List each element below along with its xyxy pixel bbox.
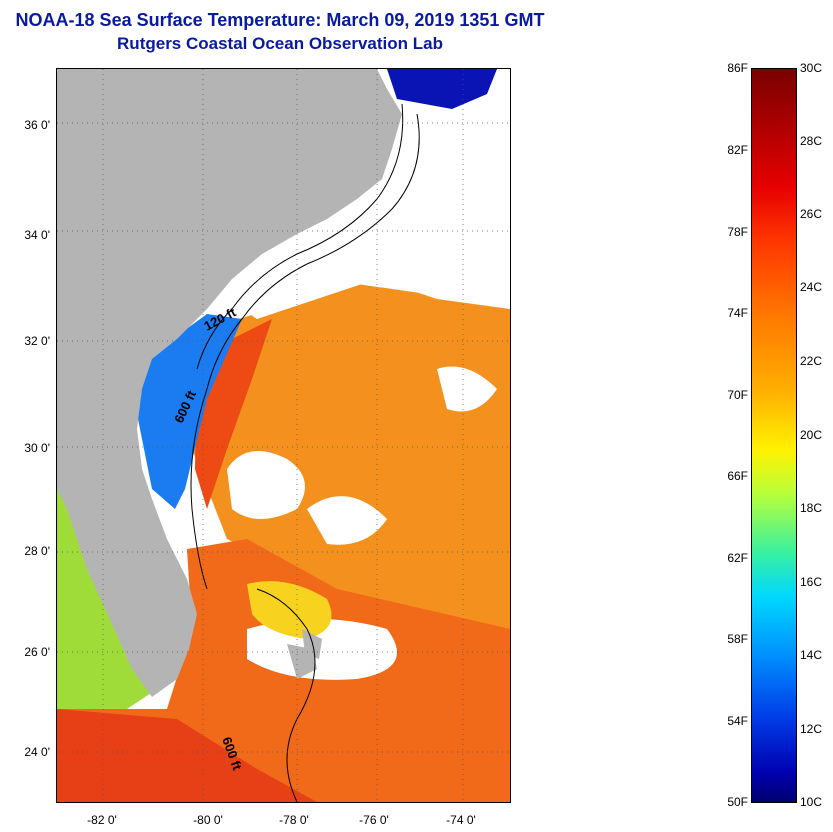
lat-label-28: 28 0': [24, 544, 50, 558]
colorbar-f-label: 74F: [727, 306, 748, 320]
contour-120ft: [196, 103, 404, 370]
temperature-colorbar: [751, 68, 797, 803]
lat-label-30: 30 0': [24, 441, 50, 455]
warm-water-region: [192, 284, 510, 634]
colorbar-f-label: 86F: [727, 61, 748, 75]
lon-label-78: -78 0': [279, 813, 309, 827]
cold-water-north: [387, 69, 497, 109]
colorbar-c-label: 14C: [800, 648, 823, 662]
cold-shelf-water: [132, 314, 242, 509]
contour-600ft: [190, 113, 420, 590]
colorbar-f-label: 58F: [727, 632, 748, 646]
lat-label-26: 26 0': [24, 645, 50, 659]
lon-label-82: -82 0': [87, 813, 117, 827]
colorbar-f-label: 54F: [727, 714, 748, 728]
colorbar-c-label: 30C: [800, 61, 823, 75]
cloud-cover: [227, 209, 510, 319]
cloud-patch: [437, 366, 497, 412]
colorbar-c-label: 22C: [800, 354, 823, 368]
colorbar-c-label: 26C: [800, 207, 823, 221]
lon-label-74: -74 0': [446, 813, 476, 827]
colorbar-f-label: 50F: [727, 795, 748, 809]
map-subtitle: Rutgers Coastal Ocean Observation Lab: [117, 34, 443, 53]
map-title: NOAA-18 Sea Surface Temperature: March 0…: [15, 10, 545, 30]
colorbar-c-label: 16C: [800, 575, 823, 589]
colorbar-f-label: 78F: [727, 225, 748, 239]
colorbar-c-label: 12C: [800, 722, 823, 736]
lat-label-36: 36 0': [24, 118, 50, 132]
contour-600ft-bahamas: [256, 588, 316, 802]
lon-label-80: -80 0': [193, 813, 223, 827]
colorbar-f-label: 70F: [727, 388, 748, 402]
lon-label-76: -76 0': [359, 813, 389, 827]
colorbar-f-label: 62F: [727, 551, 748, 565]
bahamas-bank: [247, 581, 332, 639]
colorbar-f-label: 82F: [727, 143, 748, 157]
lat-label-34: 34 0': [24, 228, 50, 242]
sst-map: 120 ft 600 ft 600 ft: [56, 68, 511, 803]
sst-map-graphic: 120 ft 600 ft 600 ft: [57, 69, 510, 802]
lat-label-24: 24 0': [24, 745, 50, 759]
cloud-patch: [307, 496, 387, 545]
keys-warm-region: [57, 709, 317, 802]
cloud-patch: [227, 451, 305, 519]
bahama-island: [302, 629, 322, 659]
colorbar-f-label: 66F: [727, 469, 748, 483]
colorbar-c-label: 28C: [800, 134, 823, 148]
colorbar-c-label: 10C: [800, 795, 823, 809]
colorbar-c-label: 18C: [800, 501, 823, 515]
colorbar-c-label: 24C: [800, 280, 823, 294]
land-mass: [57, 69, 402, 697]
lat-label-32: 32 0': [24, 334, 50, 348]
colorbar-c-label: 20C: [800, 428, 823, 442]
